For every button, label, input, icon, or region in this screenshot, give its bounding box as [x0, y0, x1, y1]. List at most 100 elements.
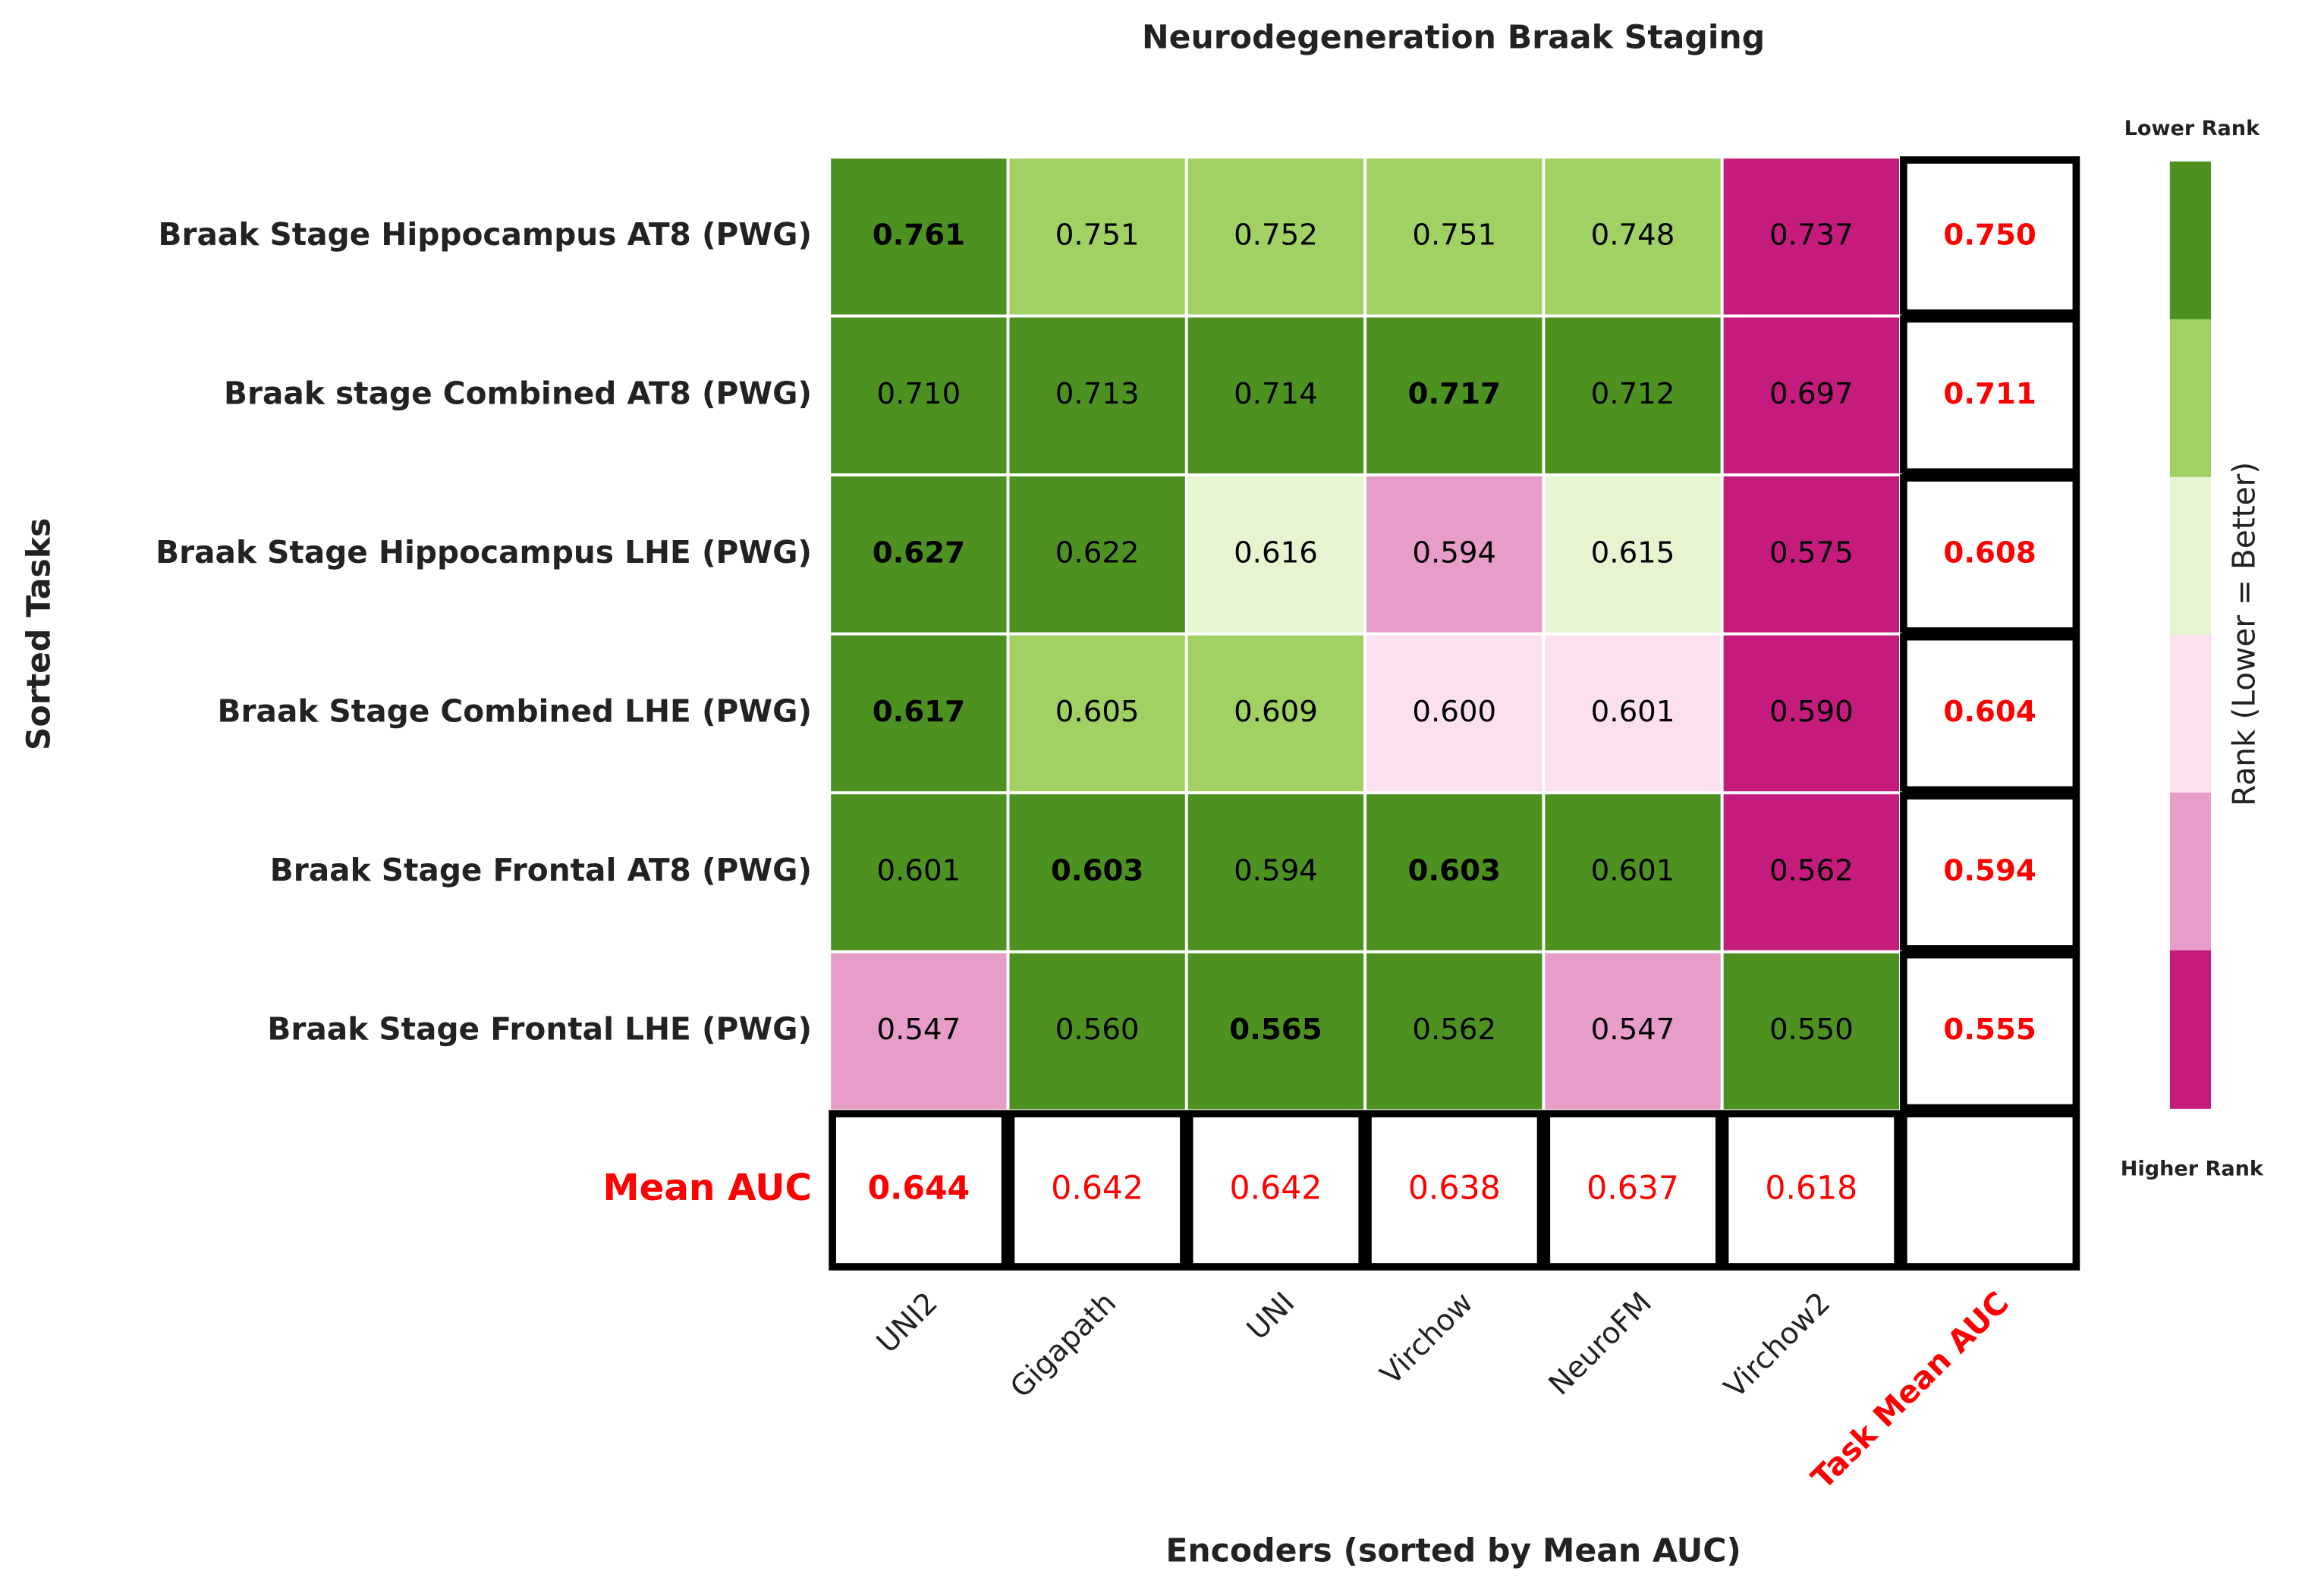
heatmap-cell	[1184, 156, 1367, 318]
column-mean-value: 0.638	[1408, 1170, 1501, 1208]
cell-value: 0.748	[1591, 218, 1675, 252]
row-mean-cell	[1900, 633, 2080, 794]
heatmap-cell	[1542, 473, 1724, 636]
row-label: Braak Stage Frontal LHE (PWG)	[267, 1011, 812, 1048]
cell-value: 0.594	[1234, 854, 1318, 888]
x-tick-label: UNI2	[870, 1286, 945, 1360]
heatmap-cell	[1363, 473, 1546, 636]
cell-value: 0.752	[1234, 218, 1318, 252]
row-mean-value: 0.608	[1943, 536, 2036, 570]
column-mean-cell	[1007, 1110, 1187, 1271]
cell-value: 0.565	[1229, 1013, 1322, 1047]
cell-value: 0.603	[1408, 854, 1501, 888]
heatmap-cell	[1363, 950, 1546, 1113]
heatmap-cell	[828, 632, 1010, 795]
heatmap-cell	[1363, 632, 1546, 795]
colorbar-segment	[2169, 950, 2212, 1109]
row-mean-value: 0.555	[1943, 1013, 2036, 1047]
column-mean-value: 0.637	[1587, 1170, 1679, 1208]
colorbar-segment	[2169, 476, 2212, 636]
corner-cell	[1900, 1110, 2080, 1271]
colorbar-label: Rank (Lower = Better)	[2225, 462, 2262, 806]
cell-value: 0.601	[1591, 854, 1675, 888]
row-label: Braak Stage Hippocampus AT8 (PWG)	[159, 216, 812, 253]
column-mean-cell	[1364, 1110, 1545, 1271]
x-tick-label: UNI	[1241, 1286, 1301, 1346]
cell-value: 0.562	[1412, 1013, 1496, 1047]
cell-value: 0.594	[1412, 536, 1496, 570]
heatmap-cell	[1006, 950, 1188, 1113]
row-label: Braak Stage Frontal AT8 (PWG)	[270, 852, 812, 888]
colorbar-bottom-label: Higher Rank	[2121, 1158, 2264, 1181]
column-mean-cell	[1543, 1110, 1723, 1271]
cell-value: 0.751	[1412, 218, 1496, 252]
heatmap-cell	[1720, 632, 1902, 795]
column-mean-label: Mean AUC	[602, 1167, 812, 1209]
heatmap-cell	[1184, 791, 1367, 954]
cell-value: 0.601	[1591, 695, 1675, 729]
heatmap-cell	[1720, 473, 1902, 636]
row-mean-value: 0.594	[1943, 854, 2036, 888]
heatmap-cell	[1006, 473, 1188, 636]
column-mean-value: 0.618	[1765, 1170, 1857, 1208]
x-tick-label: Virchow2	[1718, 1286, 1837, 1405]
cell-value: 0.575	[1769, 536, 1854, 570]
cell-value: 0.710	[877, 377, 961, 411]
column-mean-value: 0.642	[1230, 1170, 1322, 1208]
column-mean-cell	[1185, 1110, 1366, 1271]
cell-value: 0.560	[1055, 1013, 1140, 1047]
cell-value: 0.590	[1769, 695, 1854, 729]
cell-value: 0.605	[1055, 695, 1140, 729]
colorbar-segment	[2169, 319, 2212, 478]
cell-value: 0.550	[1769, 1013, 1854, 1047]
x-tick-label: Gigapath	[1004, 1286, 1123, 1405]
row-mean-value: 0.750	[1943, 218, 2036, 252]
cell-value: 0.714	[1234, 377, 1318, 411]
heatmap-cell	[1720, 156, 1902, 318]
cell-value: 0.562	[1769, 854, 1854, 888]
colorbar-segment	[2169, 161, 2212, 320]
heatmap-cell	[1542, 950, 1724, 1113]
row-mean-cell	[1900, 474, 2080, 635]
cell-value: 0.615	[1591, 536, 1675, 570]
colorbar-segment	[2169, 792, 2212, 951]
cell-value: 0.617	[873, 695, 965, 729]
cell-value: 0.616	[1234, 536, 1318, 570]
column-mean-cell	[829, 1110, 1009, 1271]
row-mean-cell	[1900, 792, 2080, 953]
heatmap-cell	[828, 950, 1010, 1113]
cell-value: 0.697	[1769, 377, 1854, 411]
x-tick-label: Task Mean AUC	[1804, 1284, 2016, 1496]
cell-value: 0.761	[873, 218, 965, 252]
heatmap-cell	[1542, 314, 1724, 477]
cell-value: 0.751	[1055, 218, 1140, 252]
row-label: Braak Stage Hippocampus LHE (PWG)	[156, 534, 812, 570]
column-mean-cell	[1721, 1110, 1901, 1271]
row-mean-cell	[1900, 156, 2080, 317]
colorbar-top-label: Lower Rank	[2124, 117, 2260, 140]
row-label: Braak Stage Combined LHE (PWG)	[218, 693, 812, 729]
heatmap-cell	[1006, 156, 1188, 318]
x-tick-label: Virchow	[1374, 1286, 1480, 1392]
y-axis-label: Sorted Tasks	[20, 518, 58, 751]
row-mean-cell	[1900, 315, 2080, 476]
x-axis-label: Encoders (sorted by Mean AUC)	[1165, 1532, 1741, 1570]
heatmap-cell	[1006, 632, 1188, 795]
cell-value: 0.603	[1051, 854, 1143, 888]
chart-title: Neurodegeneration Braak Staging	[1142, 19, 1765, 57]
cell-value: 0.601	[877, 854, 961, 888]
colorbar-segment	[2169, 634, 2212, 793]
cell-value: 0.737	[1769, 218, 1854, 252]
cell-value: 0.713	[1055, 377, 1140, 411]
heatmap-cell	[1184, 314, 1367, 477]
cell-value: 0.627	[873, 536, 965, 570]
cell-value: 0.547	[877, 1013, 961, 1047]
row-label: Braak stage Combined AT8 (PWG)	[224, 375, 812, 411]
column-mean-value: 0.644	[868, 1170, 970, 1208]
x-tick-label: NeuroFM	[1543, 1286, 1659, 1402]
row-mean-value: 0.711	[1943, 377, 2036, 411]
heatmap-cell	[828, 791, 1010, 954]
cell-value: 0.622	[1055, 536, 1140, 570]
row-mean-value: 0.604	[1943, 695, 2036, 729]
